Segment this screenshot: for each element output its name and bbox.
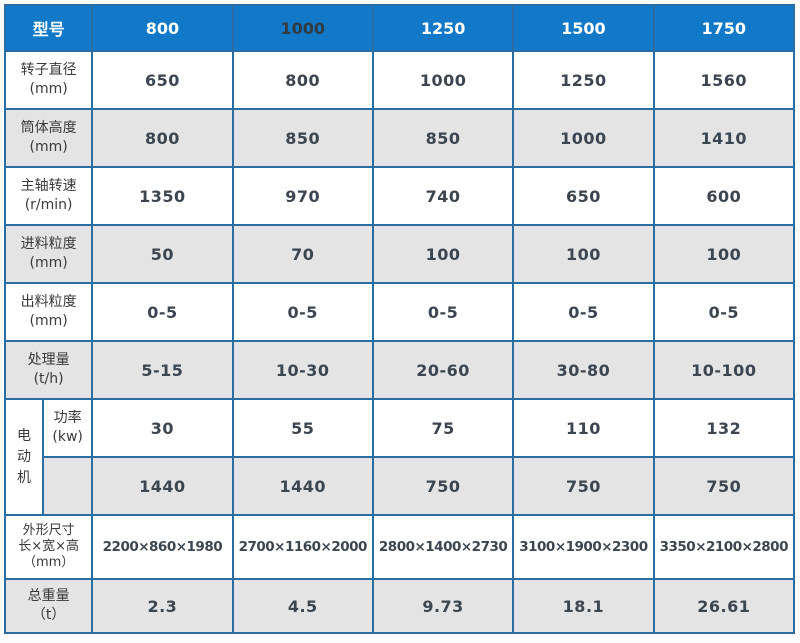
table-cell: 750 [652,456,796,516]
table-cell: 20-60 [371,340,515,400]
table-cell: 2700×1160×2000 [231,514,374,580]
table-cell: 0-5 [652,282,796,342]
table-cell: 18.1 [512,578,655,634]
table-cell: 30-80 [512,340,655,400]
table-cell: 750 [371,456,515,516]
table-cell: 2800×1400×2730 [371,514,515,580]
row-motor-power: 电动机 功率 (kw) 30 55 75 110 132 [3,398,796,516]
row-capacity: 处理量 (t/h) 5-15 10-30 20-60 30-80 10-100 [3,340,796,400]
table-cell: 70 [231,224,374,284]
table-cell: 740 [371,166,515,226]
table-cell: 1410 [652,108,796,168]
header-cell-model-1500: 1500 [512,4,655,52]
table-cell: 650 [91,50,234,110]
row-discharge-size: 出料粒度 (mm) 0-5 0-5 0-5 0-5 0-5 [3,282,796,342]
table-cell: 750 [512,456,655,516]
header-row: 型号 800 1000 1250 1500 1750 [3,4,796,52]
table-cell: 970 [231,166,374,226]
table-cell: 3350×2100×2800 [652,514,796,580]
header-cell-model-1250: 1250 [371,4,515,52]
row-overall-dimensions: 外形尺寸 长×宽×高 （mm） 2200×860×1980 2700×1160×… [3,514,796,580]
table-cell: 600 [652,166,796,226]
row-label: 筒体高度 (mm) [3,108,94,168]
row-rotor-diameter: 转子直径 (mm) 650 800 1000 1250 1560 [3,50,796,110]
table-cell: 1000 [371,50,515,110]
table-cell: 0-5 [512,282,655,342]
table-cell: 1000 [512,108,655,168]
table-cell: 26.61 [652,578,796,634]
table-cell: 3100×1900×2300 [512,514,655,580]
table-cell: 650 [512,166,655,226]
row-motor-speed: 1440 1440 750 750 750 [5,456,796,516]
table-cell: 110 [512,398,655,458]
row-label: 出料粒度 (mm) [3,282,94,342]
row-label: 转子直径 (mm) [3,50,94,110]
row-label: 处理量 (t/h) [3,340,94,400]
table-cell: 75 [371,398,515,458]
table-cell: 2200×860×1980 [91,514,234,580]
table-cell: 1250 [512,50,655,110]
table-cell: 100 [652,224,796,284]
header-cell-model-1000: 1000 [231,4,374,52]
table-cell: 800 [231,50,374,110]
row-spindle-speed: 主轴转速 (r/min) 1350 970 740 650 600 [3,166,796,226]
table-cell: 2.3 [91,578,234,634]
table-cell: 30 [91,398,234,458]
row-total-weight: 总重量 （t） 2.3 4.5 9.73 18.1 26.61 [3,578,796,634]
table-cell: 5-15 [91,340,234,400]
row-label: 总重量 （t） [3,578,94,634]
row-label: 外形尺寸 长×宽×高 （mm） [3,514,94,580]
table-cell: 132 [652,398,796,458]
table-cell: 50 [91,224,234,284]
table-cell: 1350 [91,166,234,226]
table-cell: 1560 [652,50,796,110]
header-cell-model-label: 型号 [3,4,94,52]
table-cell: 55 [231,398,374,458]
table-cell: 10-100 [652,340,796,400]
table-cell: 0-5 [91,282,234,342]
row-cylinder-height: 筒体高度 (mm) 800 850 850 1000 1410 [3,108,796,168]
table-cell: 1440 [91,456,234,516]
row-label: 进料粒度 (mm) [3,224,94,284]
table-cell: 800 [91,108,234,168]
table-cell: 0-5 [231,282,374,342]
table-cell: 0-5 [371,282,515,342]
table-cell: 100 [371,224,515,284]
table-cell: 9.73 [371,578,515,634]
row-feed-size: 进料粒度 (mm) 50 70 100 100 100 [3,224,796,284]
table-cell: 1440 [231,456,374,516]
header-cell-model-800: 800 [91,4,234,52]
row-label [42,456,94,516]
table-cell: 850 [371,108,515,168]
row-label: 功率 (kw) [42,398,94,458]
table-cell: 10-30 [231,340,374,400]
row-label: 主轴转速 (r/min) [3,166,94,226]
motor-group-label: 电动机 [3,398,45,516]
table-cell: 100 [512,224,655,284]
spec-table: 型号 800 1000 1250 1500 1750 转子直径 (mm) 650 … [3,4,796,634]
table-cell: 850 [231,108,374,168]
table-cell: 4.5 [231,578,374,634]
header-cell-model-1750: 1750 [652,4,796,52]
